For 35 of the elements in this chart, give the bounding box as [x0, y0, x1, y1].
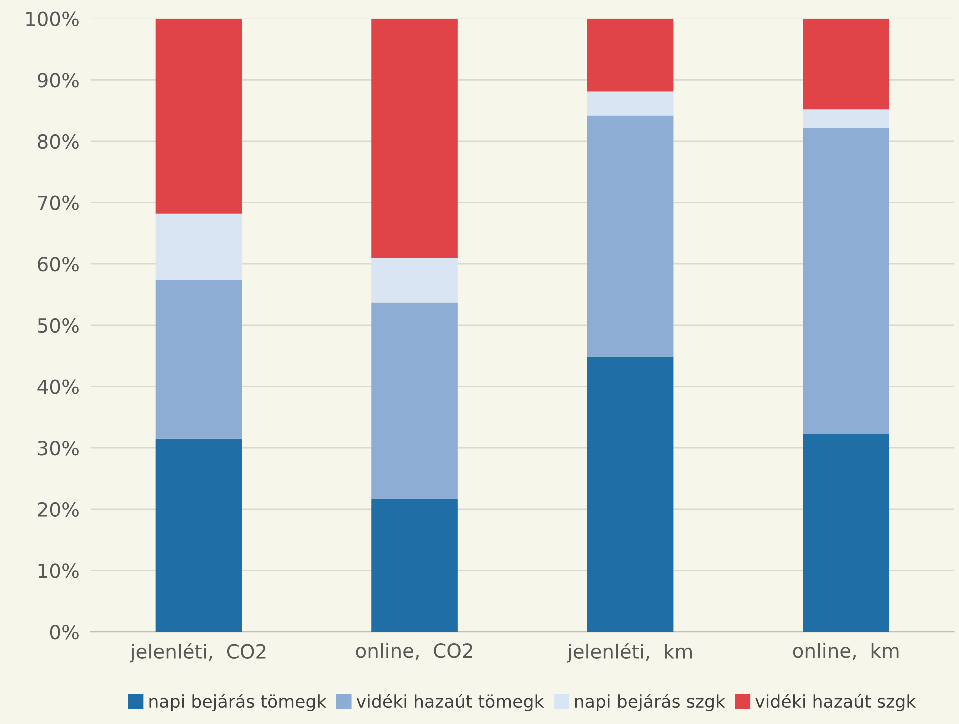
bar [587, 18, 674, 92]
x-tick-label: online, CO2 [356, 643, 472, 660]
legend-label: napi bejárás tömegk [150, 694, 327, 712]
y-tick-label: 10% [38, 564, 79, 578]
y-tick-label: 50% [38, 318, 79, 334]
bar [156, 280, 242, 439]
y-tick-label: 100% [26, 12, 79, 26]
bar [803, 110, 890, 128]
bar [587, 92, 674, 116]
y-tick-label: 90% [38, 73, 79, 88]
x-tick-label: jelenléti, CO2 [130, 643, 266, 663]
y-tick-label: 30% [38, 441, 79, 456]
bar [372, 258, 458, 303]
bar [587, 356, 674, 632]
bar [372, 302, 458, 499]
y-tick-label: 80% [38, 134, 79, 150]
bar [156, 18, 242, 214]
legend-label: napi bejárás szgk [575, 694, 726, 712]
bar [587, 116, 674, 357]
y-tick-label: 20% [38, 502, 79, 518]
y-tick-label: 70% [38, 196, 79, 210]
y-tick-label: 0% [50, 625, 79, 640]
y-tick-label: 60% [38, 257, 79, 272]
x-tick-label: online, km [793, 643, 899, 660]
bar [803, 434, 890, 632]
legend-label: vidéki hazaút tömegk [356, 694, 544, 712]
bar [372, 18, 458, 258]
bar [803, 18, 890, 110]
legend-label: vidéki hazaút szgk [756, 694, 916, 712]
bar [803, 128, 890, 434]
bar [156, 214, 242, 280]
bar [372, 498, 458, 632]
x-tick-label: jelenléti, km [567, 643, 692, 663]
bar [156, 438, 242, 632]
y-tick-label: 40% [38, 380, 79, 394]
